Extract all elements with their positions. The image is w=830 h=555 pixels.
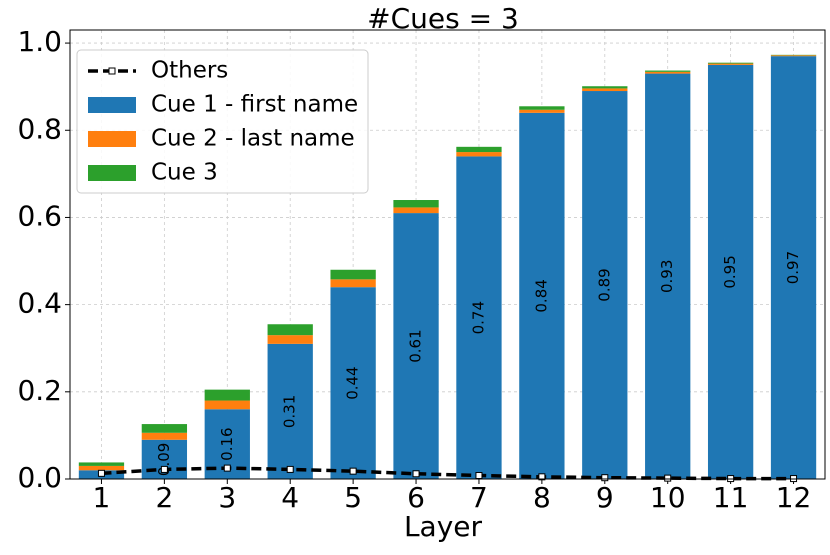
y-tick-label: 0.6 <box>17 199 62 232</box>
line-marker <box>224 465 230 471</box>
x-tick-label: 2 <box>155 481 173 514</box>
line-marker <box>665 475 671 481</box>
x-tick-label: 1 <box>93 481 111 514</box>
bar-segment <box>268 335 313 344</box>
value-label: 0.93 <box>658 260 676 293</box>
legend-swatch <box>88 165 136 181</box>
x-tick-label: 5 <box>344 481 362 514</box>
line-marker <box>161 466 167 472</box>
line-marker <box>602 475 608 481</box>
bar-segment <box>330 270 375 280</box>
y-tick-label: 0.4 <box>17 287 62 320</box>
line-marker <box>476 473 482 479</box>
value-label: 0.97 <box>784 251 802 284</box>
bar-segment <box>393 200 438 207</box>
bar-segment <box>205 390 250 401</box>
bar-segment <box>142 424 187 433</box>
bar-segment <box>330 279 375 287</box>
legend-swatch <box>88 97 136 113</box>
value-label: 0.44 <box>344 366 362 399</box>
legend-label: Others <box>151 58 228 84</box>
line-marker <box>287 466 293 472</box>
bar-segment <box>645 72 690 74</box>
bar-segment <box>268 324 313 335</box>
x-tick-label: 4 <box>281 481 299 514</box>
x-tick-label: 9 <box>596 481 614 514</box>
bar-segment <box>771 55 816 56</box>
line-marker <box>350 468 356 474</box>
line-marker <box>98 470 104 476</box>
bar-segment <box>708 64 753 65</box>
bar-segment <box>582 86 627 88</box>
y-tick-label: 0.8 <box>17 112 62 145</box>
legend-swatch <box>88 131 136 147</box>
bar-segment <box>205 401 250 410</box>
x-axis-label: Layer <box>404 510 483 543</box>
legend-label: Cue 1 - first name <box>151 92 358 118</box>
value-label: 0.74 <box>469 301 487 334</box>
bar-segment <box>456 147 501 152</box>
line-marker <box>413 471 419 477</box>
legend: Others Cue 1 - first name Cue 2 - last nam… <box>77 50 368 193</box>
value-label: 0.89 <box>595 268 613 301</box>
bar-segment <box>393 207 438 213</box>
x-tick-label: 6 <box>407 481 425 514</box>
bar-segment <box>519 110 564 113</box>
y-tick-label: 0.2 <box>17 374 62 407</box>
x-tick-label: 8 <box>533 481 551 514</box>
bar-segment <box>645 71 690 72</box>
y-tick-label: 0.0 <box>17 461 62 494</box>
bar-segment <box>142 433 187 440</box>
value-label: 0.61 <box>407 329 425 362</box>
value-label: 0.16 <box>218 427 236 460</box>
x-tick-label: 10 <box>650 481 686 514</box>
value-label: 0.31 <box>281 395 299 428</box>
x-tick-label: 11 <box>713 481 749 514</box>
legend-marker <box>109 68 115 74</box>
bar-segment <box>79 462 124 465</box>
bar-segment <box>708 63 753 64</box>
bar-segment <box>582 88 627 91</box>
legend-label: Cue 2 - last name <box>151 126 355 152</box>
value-label: 0.95 <box>721 255 739 288</box>
x-tick-label: 3 <box>218 481 236 514</box>
bar-segment <box>456 152 501 156</box>
x-tick-label: 7 <box>470 481 488 514</box>
y-tick-label: 1.0 <box>17 25 62 58</box>
value-label: 0.84 <box>532 279 550 312</box>
legend-label: Cue 3 <box>151 160 218 186</box>
x-tick-label: 12 <box>776 481 812 514</box>
bar-segment <box>79 466 124 470</box>
bar-segment <box>519 106 564 109</box>
